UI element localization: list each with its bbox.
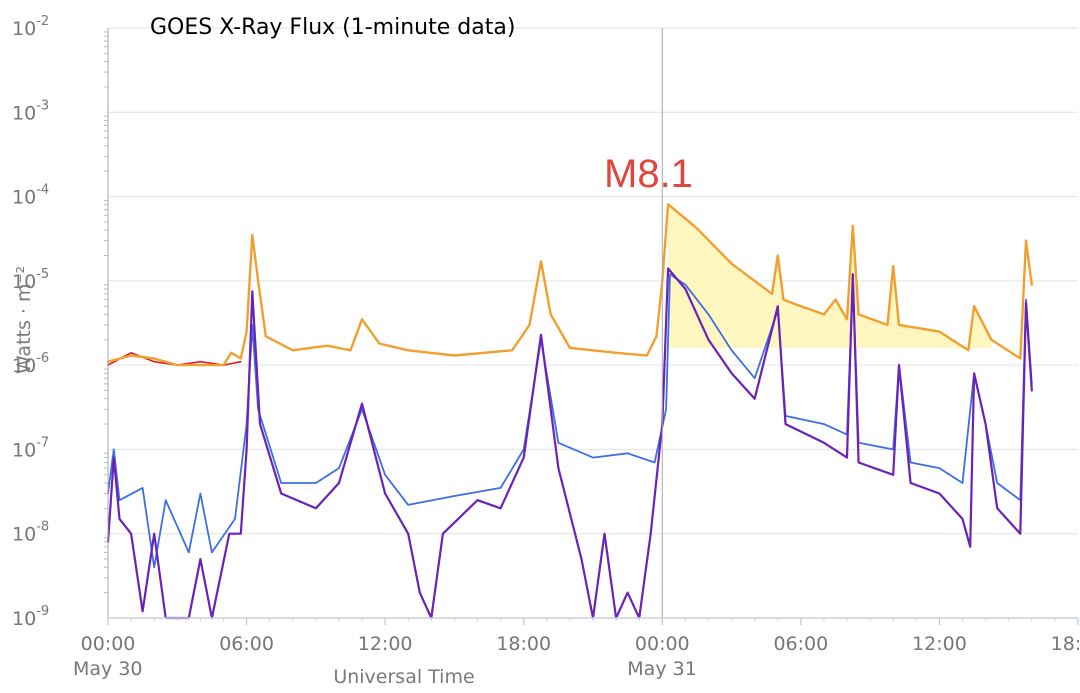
y-tick-label: 10-6 <box>12 351 49 377</box>
x-tick-label: 00:00 <box>81 633 136 655</box>
flare-shading <box>668 204 992 348</box>
y-tick-label: 10-8 <box>12 520 49 546</box>
y-tick-label: 10-4 <box>12 183 49 209</box>
series-line <box>106 267 1033 620</box>
grid <box>108 27 1078 619</box>
x-tick-label: 18:00 <box>1051 633 1080 655</box>
y-tick-label: 10-2 <box>12 14 49 40</box>
day-markers <box>107 28 663 618</box>
y-tick-label: 10-9 <box>12 604 49 630</box>
y-axis-title: Watts · m⁻² <box>13 266 35 374</box>
flare-annotation: M8.1 <box>604 152 693 196</box>
y-tick-label: 10-3 <box>12 98 49 124</box>
x-tick-label: 12:00 <box>358 633 413 655</box>
date-label: May 30 <box>73 658 143 680</box>
chart-title: GOES X-Ray Flux (1-minute data) <box>150 15 515 40</box>
date-label: May 31 <box>627 658 697 680</box>
shaded-region <box>668 204 992 348</box>
x-tick-label: 12:00 <box>912 633 967 655</box>
x-tick-label: 06:00 <box>219 633 274 655</box>
series-line <box>107 273 1033 569</box>
x-tick-label: 18:00 <box>496 633 551 655</box>
axes: 10-2 10-3 10-4 10-5 10-6 10-7 10-8 10-9 00:00 06:… <box>12 14 1080 680</box>
x-axis-title: Universal Time <box>333 666 474 688</box>
x-tick-label: 06:00 <box>773 633 828 655</box>
y-tick-label: 10-5 <box>12 267 49 293</box>
y-tick-label: 10-7 <box>12 435 49 461</box>
series-lines <box>106 203 1034 620</box>
series-line <box>106 203 1034 367</box>
x-tick-label: 00:00 <box>635 633 690 655</box>
